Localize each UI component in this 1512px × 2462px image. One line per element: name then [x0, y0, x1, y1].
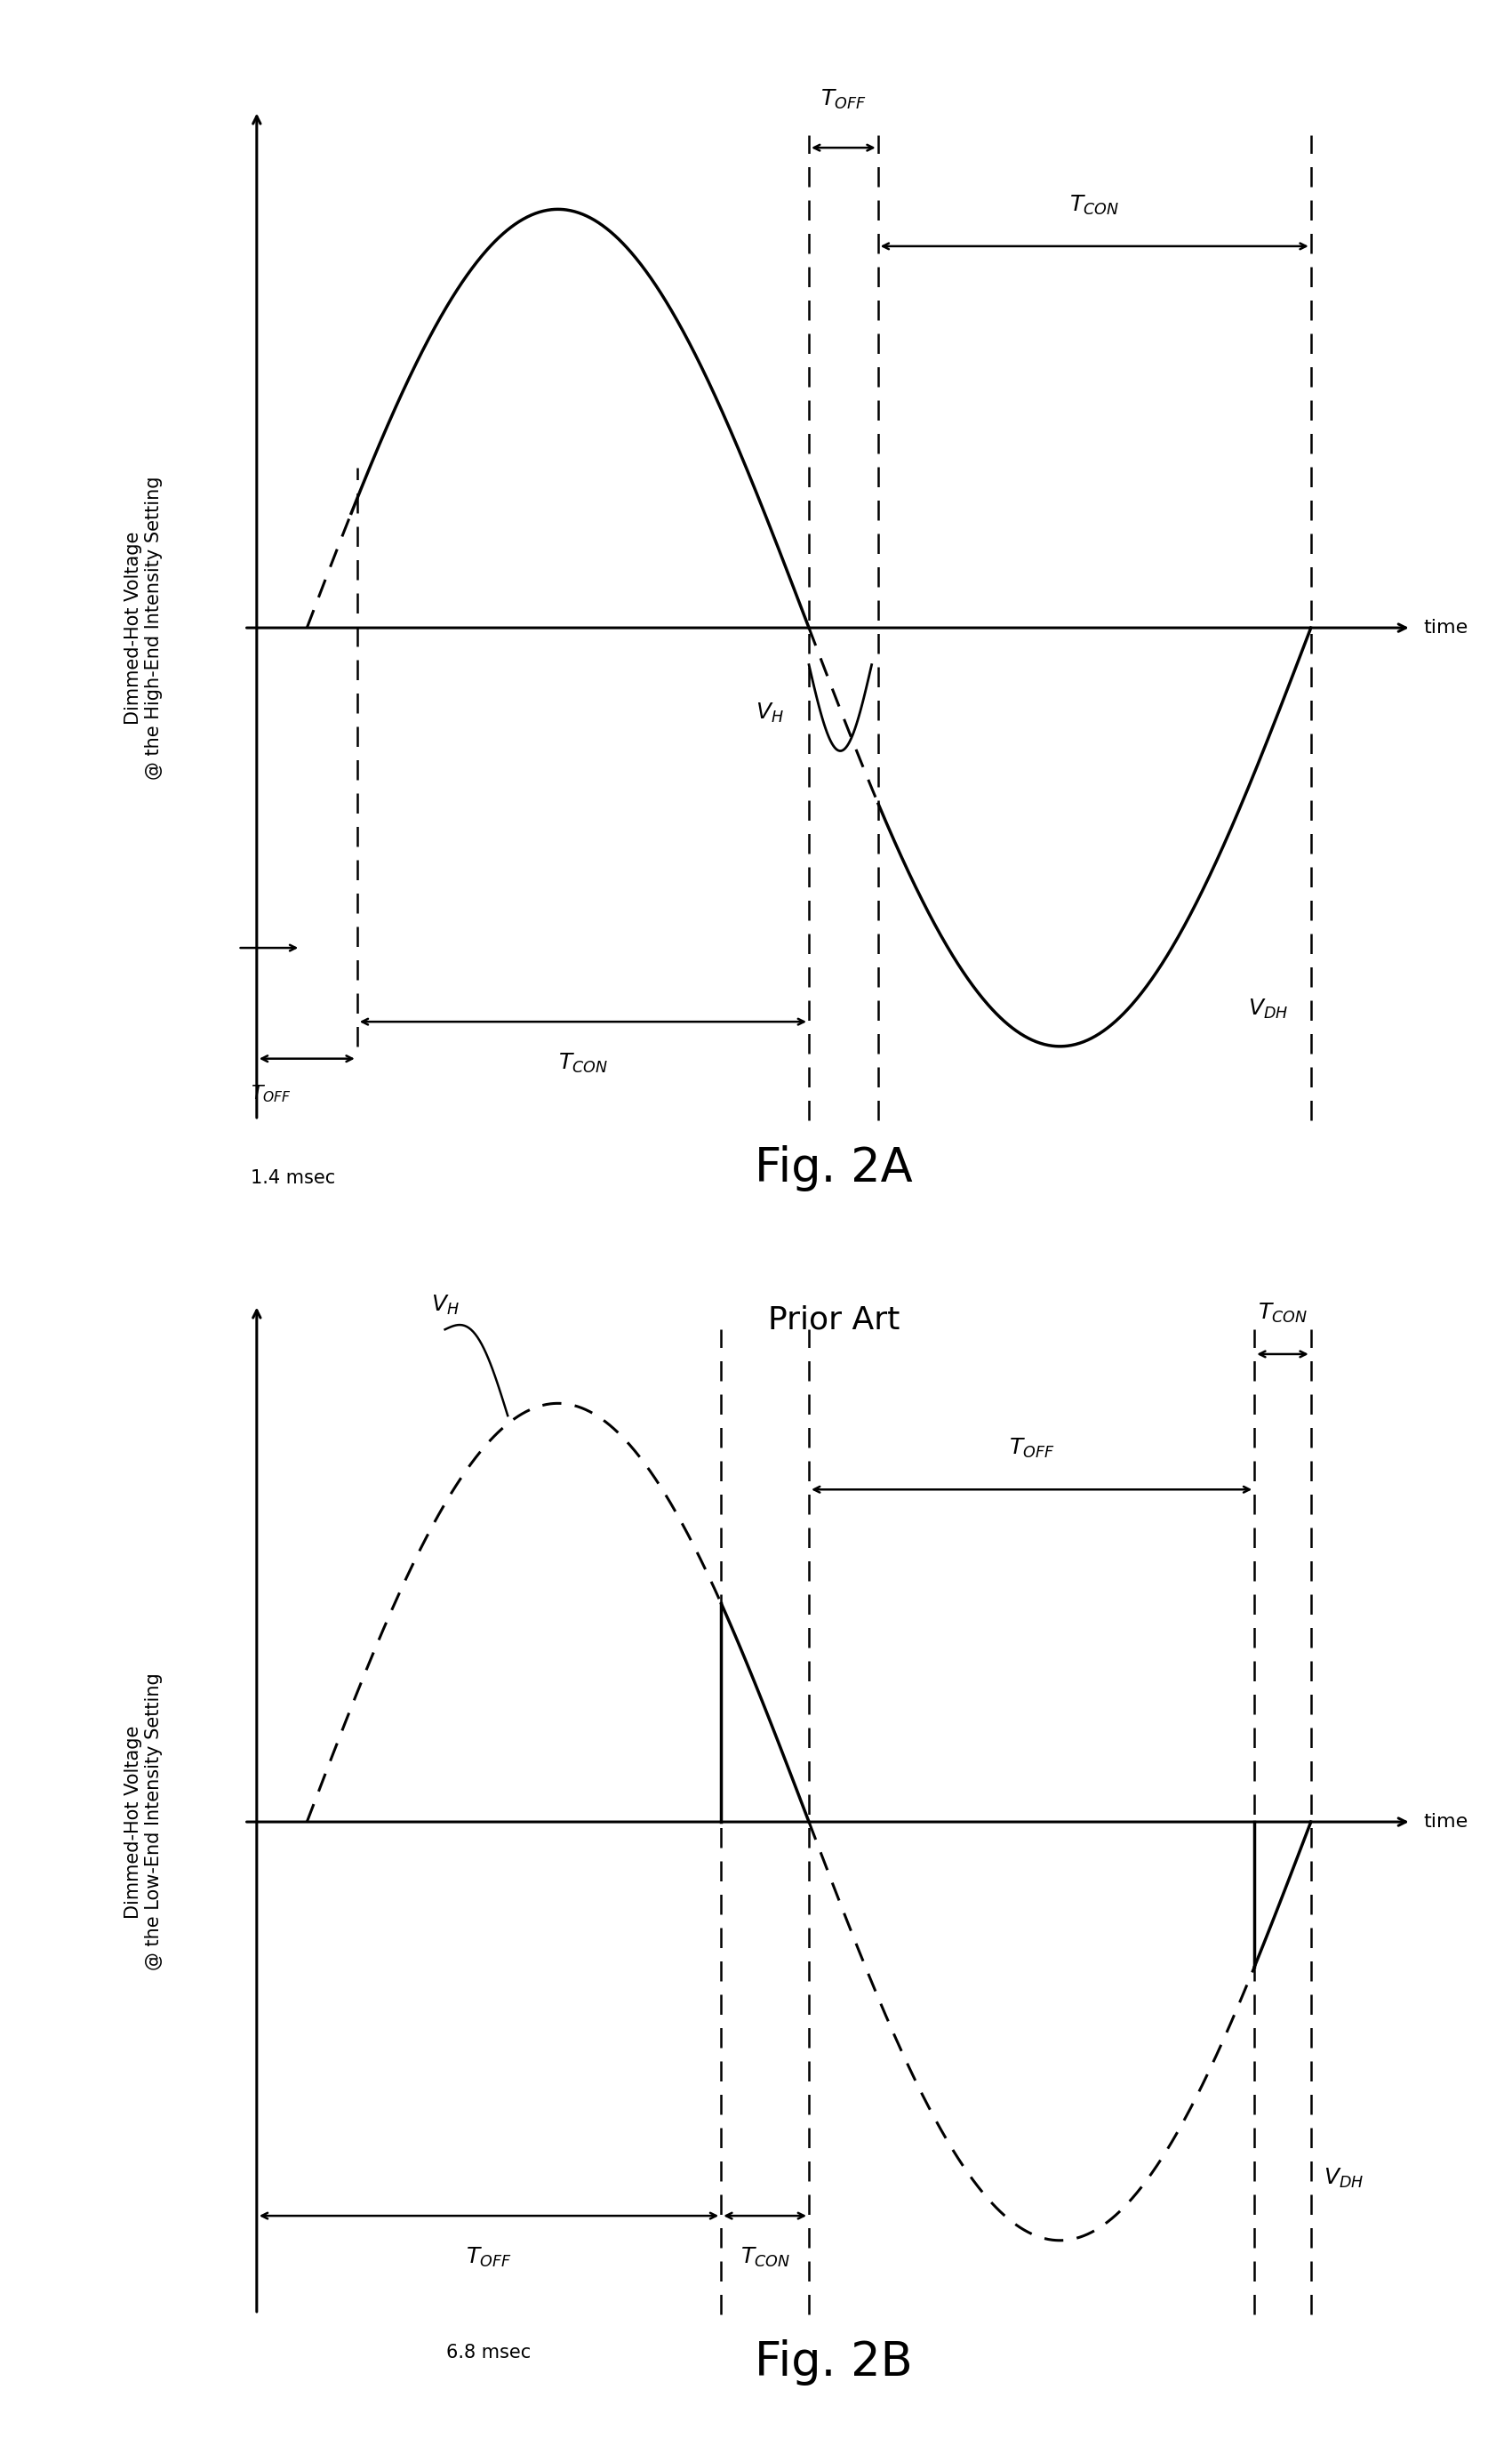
Text: Dimmed-Hot Voltage
@ the High-End Intensity Setting: Dimmed-Hot Voltage @ the High-End Intens… [124, 475, 163, 780]
Text: $T_{OFF}$: $T_{OFF}$ [821, 89, 866, 111]
Text: $T_{CON}$: $T_{CON}$ [1258, 1302, 1308, 1325]
Text: 1.4 msec: 1.4 msec [251, 1169, 336, 1187]
Text: 6.8 msec: 6.8 msec [446, 2344, 531, 2361]
Text: $T_{CON}$: $T_{CON}$ [1069, 194, 1119, 217]
Text: time: time [1424, 618, 1468, 638]
Text: $V_{DH}$: $V_{DH}$ [1247, 997, 1288, 1019]
Text: $T_{OFF}$: $T_{OFF}$ [1009, 1438, 1054, 1460]
Text: Prior Art: Prior Art [768, 1305, 900, 1334]
Text: $V_H$: $V_H$ [431, 1295, 460, 1317]
Text: $T_{CON}$: $T_{CON}$ [741, 2245, 789, 2268]
Text: Dimmed-Hot Voltage
@ the Low-End Intensity Setting: Dimmed-Hot Voltage @ the Low-End Intensi… [124, 1674, 163, 1970]
Text: time: time [1424, 1812, 1468, 1832]
Text: $V_{DH}$: $V_{DH}$ [1323, 2167, 1364, 2189]
Text: $T_{OFF}$: $T_{OFF}$ [466, 2245, 511, 2268]
Text: $T_{OFF}$: $T_{OFF}$ [251, 1083, 292, 1105]
Text: Fig. 2A: Fig. 2A [754, 1145, 913, 1192]
Text: Fig. 2B: Fig. 2B [754, 2339, 913, 2386]
Text: $T_{CON}$: $T_{CON}$ [558, 1051, 608, 1073]
Text: $V_H$: $V_H$ [756, 702, 783, 724]
